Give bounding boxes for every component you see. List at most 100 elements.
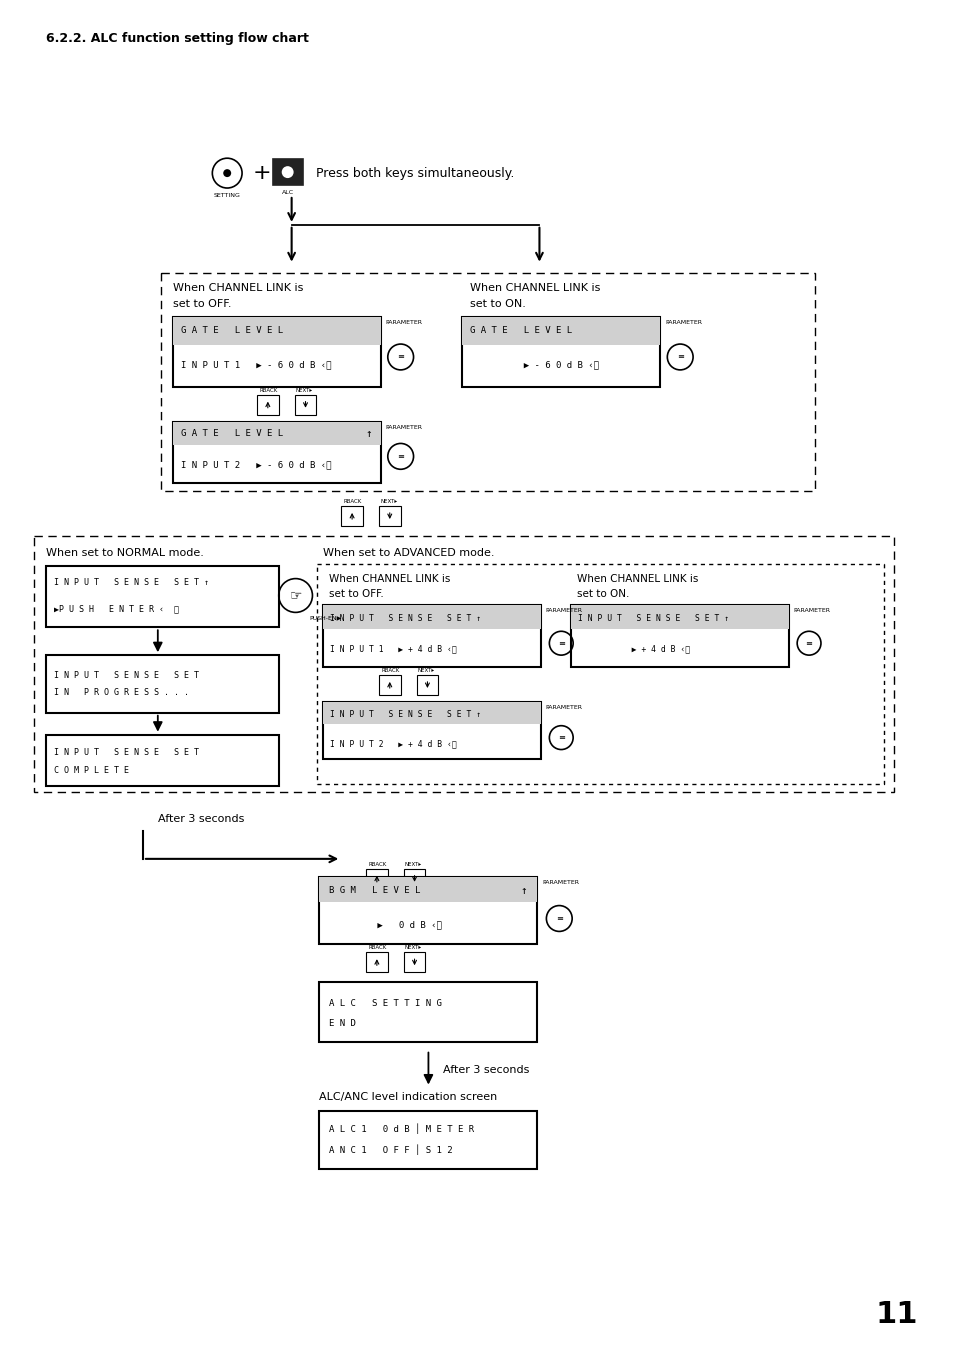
- Text: ↑: ↑: [365, 428, 372, 439]
- Text: ≡: ≡: [396, 353, 404, 362]
- Text: A N C 1   O F F │ S 1 2: A N C 1 O F F │ S 1 2: [329, 1144, 453, 1155]
- Text: When set to NORMAL mode.: When set to NORMAL mode.: [46, 547, 203, 558]
- Bar: [461, 317, 659, 386]
- Bar: [403, 869, 425, 889]
- Text: A L C 1   0 d B │ M E T E R: A L C 1 0 d B │ M E T E R: [329, 1123, 474, 1133]
- Bar: [273, 159, 302, 185]
- Text: When CHANNEL LINK is: When CHANNEL LINK is: [329, 574, 450, 584]
- Bar: [378, 676, 400, 694]
- Text: PARAMETER: PARAMETER: [664, 320, 701, 326]
- Text: ▶P U S H   E N T E R ‹  ℹ: ▶P U S H E N T E R ‹ ℹ: [53, 604, 178, 613]
- Text: I N P U T   S E N S E   S E T: I N P U T S E N S E S E T: [53, 670, 198, 680]
- Text: E N D: E N D: [329, 1020, 355, 1028]
- Text: When set to ADVANCED mode.: When set to ADVANCED mode.: [323, 547, 495, 558]
- Text: C O M P L E T E: C O M P L E T E: [53, 766, 129, 775]
- Text: ↑: ↑: [519, 886, 526, 896]
- Bar: [319, 1112, 537, 1169]
- Text: A L C   S E T T I N G: A L C S E T T I N G: [329, 1000, 441, 1008]
- Text: RBACK: RBACK: [344, 499, 362, 504]
- Bar: [323, 605, 541, 667]
- Text: RBACK: RBACK: [381, 667, 399, 673]
- Text: set to ON.: set to ON.: [577, 589, 629, 598]
- Bar: [319, 877, 537, 944]
- Text: ≡: ≡: [676, 353, 683, 362]
- Text: ≡: ≡: [558, 734, 564, 742]
- Bar: [319, 877, 537, 902]
- Text: I N P U T   S E N S E   S E T ↑: I N P U T S E N S E S E T ↑: [330, 613, 481, 623]
- Text: ▶   0 d B ‹ℹ: ▶ 0 d B ‹ℹ: [329, 920, 441, 929]
- Text: I N P U T   S E N S E   S E T ↑: I N P U T S E N S E S E T ↑: [330, 711, 481, 719]
- Bar: [161, 273, 814, 492]
- Text: I N P U T 2   ▶ + 4 d B ‹ℹ: I N P U T 2 ▶ + 4 d B ‹ℹ: [330, 739, 456, 748]
- Bar: [323, 701, 541, 759]
- Text: RBACK: RBACK: [369, 946, 387, 950]
- Bar: [416, 676, 437, 694]
- Text: ≡: ≡: [558, 639, 564, 647]
- Text: After 3 seconds: After 3 seconds: [157, 815, 244, 824]
- Text: PARAMETER: PARAMETER: [545, 705, 581, 709]
- Bar: [317, 563, 883, 785]
- Bar: [34, 536, 893, 792]
- Text: NEXT▸: NEXT▸: [405, 946, 421, 950]
- Bar: [172, 422, 380, 444]
- Text: RBACK: RBACK: [259, 388, 277, 393]
- Text: B G M   L E V E L: B G M L E V E L: [329, 886, 420, 896]
- Bar: [172, 422, 380, 484]
- Text: RBACK: RBACK: [369, 862, 387, 867]
- Bar: [319, 982, 537, 1042]
- Text: G A T E   L E V E L: G A T E L E V E L: [470, 326, 572, 335]
- Text: ≡: ≡: [396, 451, 404, 461]
- Text: ≡: ≡: [804, 639, 812, 647]
- Text: SETTING: SETTING: [213, 193, 240, 199]
- Bar: [571, 605, 788, 667]
- Bar: [378, 507, 400, 526]
- Text: I N P U T   S E N S E   S E T ↑: I N P U T S E N S E S E T ↑: [578, 613, 728, 623]
- Bar: [366, 869, 387, 889]
- Bar: [323, 605, 541, 628]
- Text: PARAMETER: PARAMETER: [542, 880, 578, 885]
- Text: PARAMETER: PARAMETER: [385, 320, 422, 326]
- Bar: [46, 735, 278, 786]
- Text: ▶ + 4 d B ‹ℹ: ▶ + 4 d B ‹ℹ: [578, 644, 690, 654]
- Text: NEXT▸: NEXT▸: [417, 667, 435, 673]
- Text: I N P U T   S E N S E   S E T ↑: I N P U T S E N S E S E T ↑: [53, 578, 209, 588]
- Bar: [172, 317, 380, 345]
- Text: NEXT▸: NEXT▸: [380, 499, 396, 504]
- Bar: [294, 394, 316, 415]
- Bar: [172, 317, 380, 386]
- Text: After 3 seconds: After 3 seconds: [443, 1065, 529, 1074]
- Bar: [341, 507, 363, 526]
- Bar: [256, 394, 278, 415]
- Bar: [46, 566, 278, 627]
- Text: 11: 11: [874, 1300, 917, 1328]
- Bar: [366, 952, 387, 973]
- Text: ALC: ALC: [281, 190, 294, 195]
- Text: ▶ - 6 0 d B ‹ℹ: ▶ - 6 0 d B ‹ℹ: [470, 361, 598, 369]
- Text: set to ON.: set to ON.: [470, 300, 525, 309]
- Text: NEXT▸: NEXT▸: [405, 862, 421, 867]
- Text: I N   P R O G R E S S . . .: I N P R O G R E S S . . .: [53, 689, 189, 697]
- Text: PARAMETER: PARAMETER: [792, 608, 829, 613]
- Text: NEXT▸: NEXT▸: [295, 388, 313, 393]
- Text: When CHANNEL LINK is: When CHANNEL LINK is: [172, 284, 303, 293]
- Text: I N P U T 2   ▶ - 6 0 d B ‹ℹ: I N P U T 2 ▶ - 6 0 d B ‹ℹ: [180, 461, 331, 470]
- Circle shape: [223, 169, 231, 177]
- Text: I N P U T   S E N S E   S E T: I N P U T S E N S E S E T: [53, 748, 198, 757]
- Text: I N P U T 1   ▶ + 4 d B ‹ℹ: I N P U T 1 ▶ + 4 d B ‹ℹ: [330, 644, 456, 654]
- Bar: [46, 655, 278, 713]
- Text: set to OFF.: set to OFF.: [329, 589, 384, 598]
- Text: When CHANNEL LINK is: When CHANNEL LINK is: [470, 284, 599, 293]
- Text: 6.2.2. ALC function setting flow chart: 6.2.2. ALC function setting flow chart: [46, 32, 309, 46]
- Text: ALC/ANC level indication screen: ALC/ANC level indication screen: [319, 1093, 497, 1102]
- Text: ≡: ≡: [556, 915, 562, 923]
- Text: +: +: [253, 163, 271, 184]
- Bar: [461, 317, 659, 345]
- Bar: [571, 605, 788, 628]
- Text: When CHANNEL LINK is: When CHANNEL LINK is: [577, 574, 698, 584]
- Text: PARAMETER: PARAMETER: [545, 608, 581, 613]
- Bar: [323, 701, 541, 724]
- Bar: [403, 952, 425, 973]
- Text: ☞: ☞: [289, 589, 301, 603]
- Text: I N P U T 1   ▶ - 6 0 d B ‹ℹ: I N P U T 1 ▶ - 6 0 d B ‹ℹ: [180, 361, 331, 369]
- Text: G A T E   L E V E L: G A T E L E V E L: [180, 430, 282, 438]
